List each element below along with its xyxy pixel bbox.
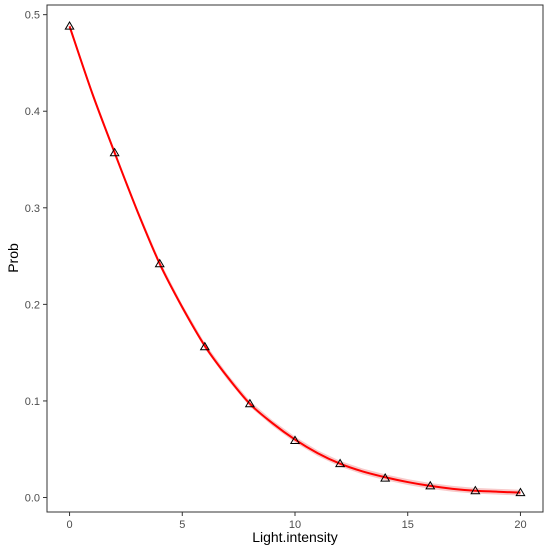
data-points (64, 21, 526, 497)
data-point (154, 258, 165, 268)
fit-line (68, 25, 521, 494)
x-axis-title: Light.intensity (252, 529, 338, 545)
x-tick-label: 0 (66, 519, 72, 531)
data-point (199, 341, 210, 351)
y-axis-ticks: 0.0 0.1 0.2 0.3 0.4 0.5 (25, 10, 47, 505)
x-tick-label: 15 (402, 519, 414, 531)
y-tick-label: 0.5 (25, 10, 40, 22)
y-tick-label: 0.1 (25, 396, 40, 408)
data-point (470, 485, 481, 495)
fit-line-layer (68, 25, 521, 494)
y-axis-title: Prob (5, 243, 21, 273)
y-tick-label: 0.0 (25, 493, 40, 505)
fit-ribbon-band (69, 23, 521, 496)
x-tick-label: 5 (179, 519, 185, 531)
x-axis-ticks: 0 5 10 15 20 (66, 512, 527, 531)
confidence-ribbon (69, 23, 521, 496)
data-point (515, 487, 526, 497)
data-point (64, 21, 75, 30)
x-tick-label: 20 (514, 519, 526, 531)
y-tick-label: 0.2 (25, 299, 40, 311)
y-tick-label: 0.3 (25, 203, 40, 215)
y-tick-label: 0.4 (25, 106, 40, 118)
data-point (289, 435, 301, 444)
data-point (335, 458, 346, 468)
x-tick-label: 10 (289, 519, 301, 531)
data-point (425, 480, 436, 490)
data-point (244, 398, 255, 408)
data-point (109, 147, 120, 157)
data-point (380, 473, 391, 482)
